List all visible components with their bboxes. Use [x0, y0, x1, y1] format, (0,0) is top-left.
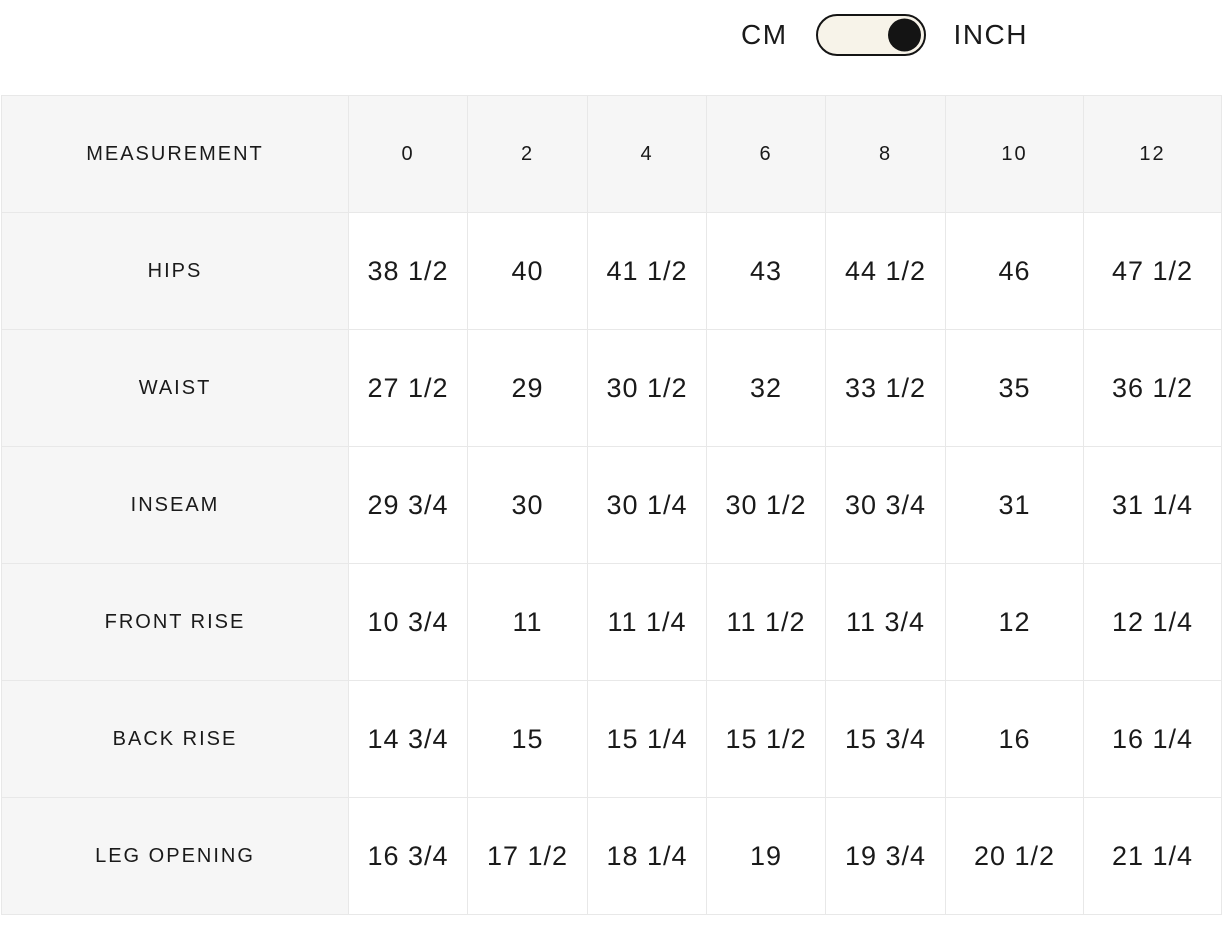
value-cell: 18 1/4	[587, 797, 707, 915]
value-cell: 27 1/2	[348, 329, 468, 447]
table-row-inseam: INSEAM 29 3/4 30 30 1/4 30 1/2 30 3/4 31…	[1, 446, 1222, 564]
value-cell: 17 1/2	[467, 797, 588, 915]
header-cell-size-8: 8	[825, 95, 946, 213]
header-cell-size-6: 6	[706, 95, 826, 213]
value-cell: 30 1/2	[706, 446, 826, 564]
header-cell-size-2: 2	[467, 95, 588, 213]
cm-label[interactable]: CM	[741, 19, 788, 50]
table-row-hips: HIPS 38 1/2 40 41 1/2 43 44 1/2 46 47 1/…	[1, 212, 1222, 330]
row-label: BACK RISE	[1, 680, 349, 798]
value-cell: 46	[945, 212, 1084, 330]
value-cell: 31 1/4	[1083, 446, 1222, 564]
value-cell: 30	[467, 446, 588, 564]
value-cell: 11 3/4	[825, 563, 946, 681]
table-row-back-rise: BACK RISE 14 3/4 15 15 1/4 15 1/2 15 3/4…	[1, 680, 1222, 798]
value-cell: 29	[467, 329, 588, 447]
header-cell-size-12: 12	[1083, 95, 1222, 213]
table-row-front-rise: FRONT RISE 10 3/4 11 11 1/4 11 1/2 11 3/…	[1, 563, 1222, 681]
header-cell-measurement: MEASUREMENT	[1, 95, 349, 213]
value-cell: 15 1/4	[587, 680, 707, 798]
inch-label[interactable]: INCH	[953, 19, 1028, 50]
value-cell: 19	[706, 797, 826, 915]
value-cell: 40	[467, 212, 588, 330]
value-cell: 33 1/2	[825, 329, 946, 447]
value-cell: 16 3/4	[348, 797, 468, 915]
value-cell: 30 1/2	[587, 329, 707, 447]
toggle-knob-icon	[887, 18, 921, 52]
row-label: HIPS	[1, 212, 349, 330]
header-cell-size-0: 0	[348, 95, 468, 213]
row-label: FRONT RISE	[1, 563, 349, 681]
value-cell: 44 1/2	[825, 212, 946, 330]
value-cell: 29 3/4	[348, 446, 468, 564]
unit-toggle-switch[interactable]	[815, 14, 926, 56]
value-cell: 15	[467, 680, 588, 798]
unit-toggle-bar: CM INCH	[0, 0, 1226, 62]
value-cell: 19 3/4	[825, 797, 946, 915]
value-cell: 21 1/4	[1083, 797, 1222, 915]
row-label: WAIST	[1, 329, 349, 447]
value-cell: 14 3/4	[348, 680, 468, 798]
row-label: LEG OPENING	[1, 797, 349, 915]
value-cell: 20 1/2	[945, 797, 1084, 915]
value-cell: 12 1/4	[1083, 563, 1222, 681]
value-cell: 35	[945, 329, 1084, 447]
value-cell: 47 1/2	[1083, 212, 1222, 330]
value-cell: 31	[945, 446, 1084, 564]
value-cell: 32	[706, 329, 826, 447]
value-cell: 11 1/4	[587, 563, 707, 681]
value-cell: 11 1/2	[706, 563, 826, 681]
value-cell: 16 1/4	[1083, 680, 1222, 798]
header-cell-size-4: 4	[587, 95, 707, 213]
row-label: INSEAM	[1, 446, 349, 564]
value-cell: 43	[706, 212, 826, 330]
value-cell: 12	[945, 563, 1084, 681]
size-chart-table: MEASUREMENT 0 2 4 6 8 10 12 HIPS 38 1/2 …	[1, 95, 1222, 915]
value-cell: 30 3/4	[825, 446, 946, 564]
header-cell-size-10: 10	[945, 95, 1084, 213]
value-cell: 30 1/4	[587, 446, 707, 564]
table-row-leg-opening: LEG OPENING 16 3/4 17 1/2 18 1/4 19 19 3…	[1, 797, 1222, 915]
value-cell: 11	[467, 563, 588, 681]
value-cell: 36 1/2	[1083, 329, 1222, 447]
value-cell: 10 3/4	[348, 563, 468, 681]
value-cell: 16	[945, 680, 1084, 798]
value-cell: 41 1/2	[587, 212, 707, 330]
value-cell: 15 1/2	[706, 680, 826, 798]
table-row-waist: WAIST 27 1/2 29 30 1/2 32 33 1/2 35 36 1…	[1, 329, 1222, 447]
value-cell: 15 3/4	[825, 680, 946, 798]
value-cell: 38 1/2	[348, 212, 468, 330]
header-row: MEASUREMENT 0 2 4 6 8 10 12	[1, 95, 1222, 213]
